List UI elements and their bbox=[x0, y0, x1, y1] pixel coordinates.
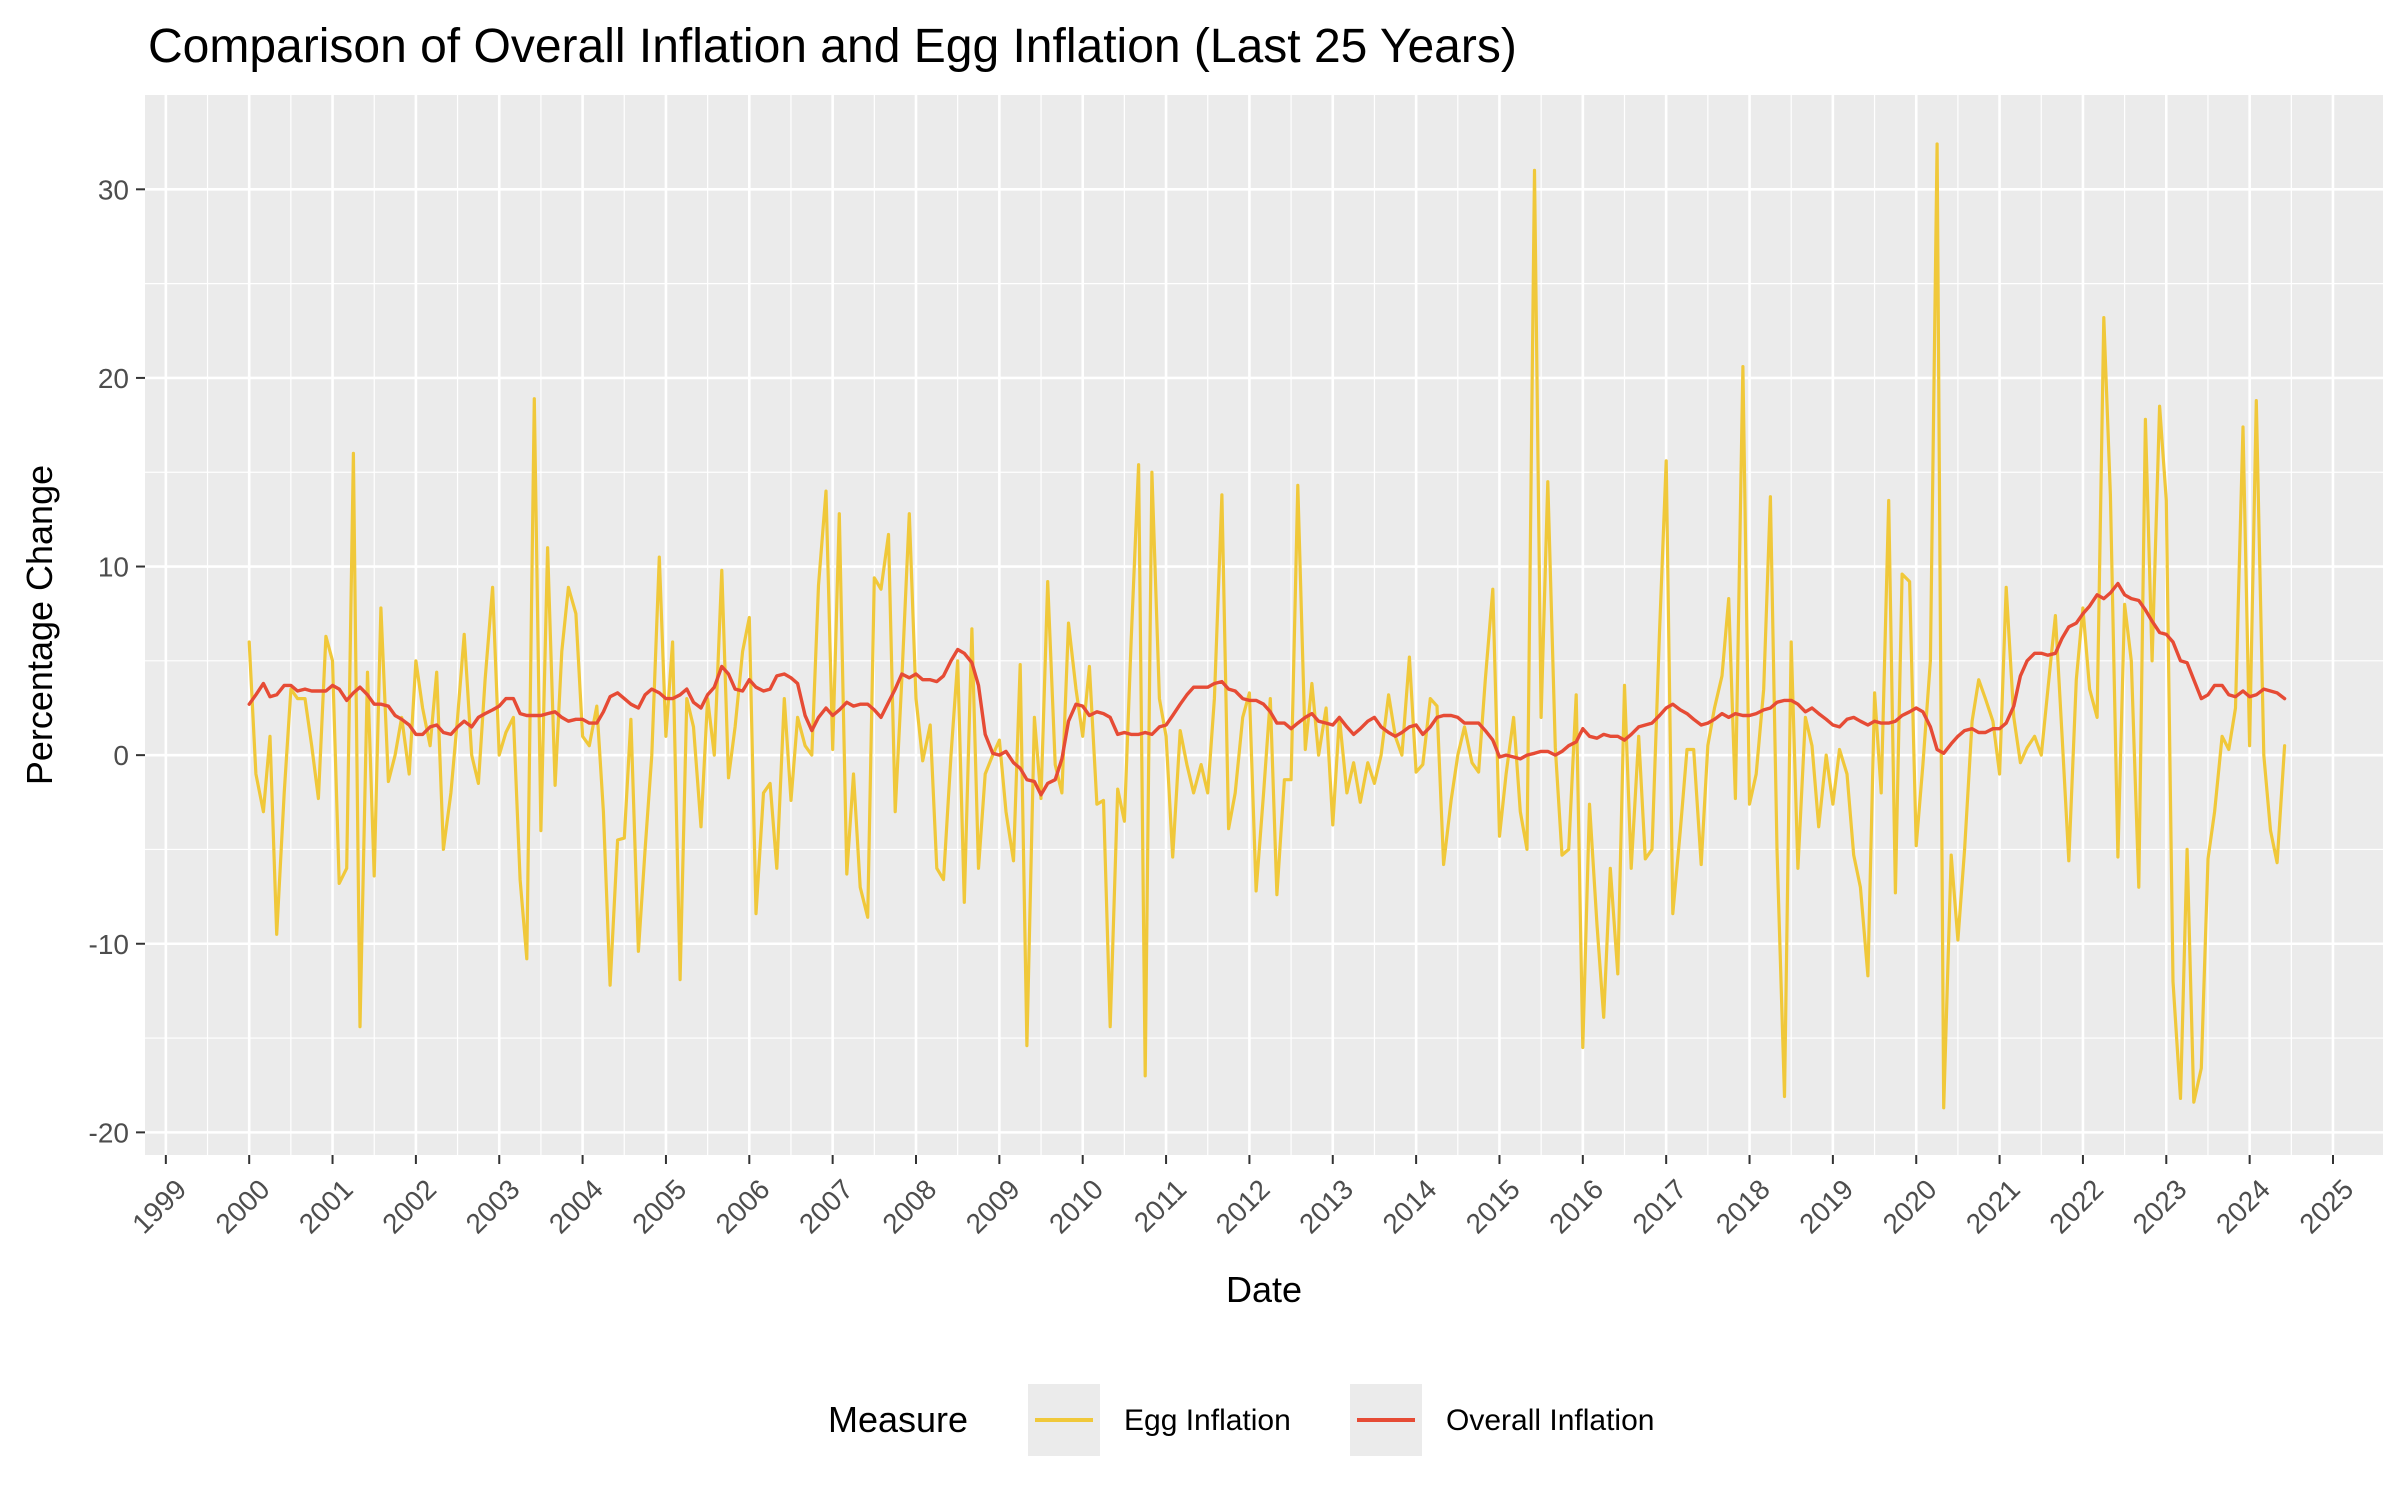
x-tick-label: 2020 bbox=[1877, 1173, 1943, 1239]
major-gridlines bbox=[145, 95, 2383, 1155]
y-tick-label: 30 bbox=[98, 174, 129, 205]
x-tick-label: 2002 bbox=[376, 1173, 442, 1239]
x-tick-label: 2022 bbox=[2043, 1173, 2109, 1239]
legend-label-egg: Egg Inflation bbox=[1124, 1404, 1291, 1437]
x-tick-label: 2003 bbox=[460, 1173, 526, 1239]
x-tick-label: 2010 bbox=[1043, 1173, 1109, 1239]
x-tick-label: 2000 bbox=[210, 1173, 276, 1239]
y-tick-label: 20 bbox=[98, 363, 129, 394]
series-line-overall-inflation bbox=[247, 581, 2287, 797]
y-axis-ticks: -20 -10 0 10 20 30 bbox=[89, 174, 145, 1148]
x-tick-label: 2015 bbox=[1460, 1173, 1526, 1239]
x-tick-label: 2024 bbox=[2210, 1173, 2276, 1239]
x-tick-label: 2018 bbox=[1710, 1173, 1776, 1239]
x-tick-label: 2004 bbox=[543, 1173, 609, 1239]
x-tick-label: 2014 bbox=[1377, 1173, 1443, 1239]
x-tick-label: 1999 bbox=[126, 1173, 192, 1239]
legend-title: Measure bbox=[828, 1399, 968, 1440]
x-tick-label: 2006 bbox=[710, 1173, 776, 1239]
x-tick-label: 2025 bbox=[2293, 1173, 2359, 1239]
series-line-egg-inflation bbox=[247, 142, 2287, 1110]
x-tick-label: 2005 bbox=[626, 1173, 692, 1239]
y-axis-title: Percentage Change bbox=[19, 465, 60, 785]
chart-title: Comparison of Overall Inflation and Egg … bbox=[148, 20, 1517, 73]
x-tick-label: 2011 bbox=[1128, 1173, 1193, 1238]
series-lines bbox=[247, 142, 2287, 1110]
x-tick-label: 2009 bbox=[960, 1173, 1026, 1239]
x-tick-label: 2016 bbox=[1543, 1173, 1609, 1239]
x-tick-label: 2008 bbox=[876, 1173, 942, 1239]
y-tick-label: -10 bbox=[89, 929, 129, 960]
x-axis-ticks: 1999 2000 2001 2002 2003 2004 2005 2006 2007 2008… bbox=[126, 1155, 2359, 1239]
x-tick-label: 2023 bbox=[2127, 1173, 2193, 1239]
y-tick-label: 10 bbox=[98, 552, 129, 583]
plot-panel bbox=[145, 95, 2383, 1155]
legend: Measure Egg Inflation Overall Inflation bbox=[828, 1384, 1654, 1456]
x-tick-label: 2012 bbox=[1210, 1173, 1276, 1239]
y-tick-label: 0 bbox=[113, 740, 129, 771]
x-tick-label: 2017 bbox=[1627, 1173, 1693, 1239]
x-tick-label: 2007 bbox=[793, 1173, 859, 1239]
x-tick-label: 2021 bbox=[1960, 1173, 2026, 1239]
x-tick-label: 2013 bbox=[1293, 1173, 1359, 1239]
y-tick-label: -20 bbox=[89, 1117, 129, 1148]
legend-label-overall: Overall Inflation bbox=[1446, 1404, 1654, 1437]
x-tick-label: 2001 bbox=[293, 1173, 359, 1239]
x-tick-label: 2019 bbox=[1793, 1173, 1859, 1239]
x-axis-title: Date bbox=[1226, 1269, 1302, 1310]
